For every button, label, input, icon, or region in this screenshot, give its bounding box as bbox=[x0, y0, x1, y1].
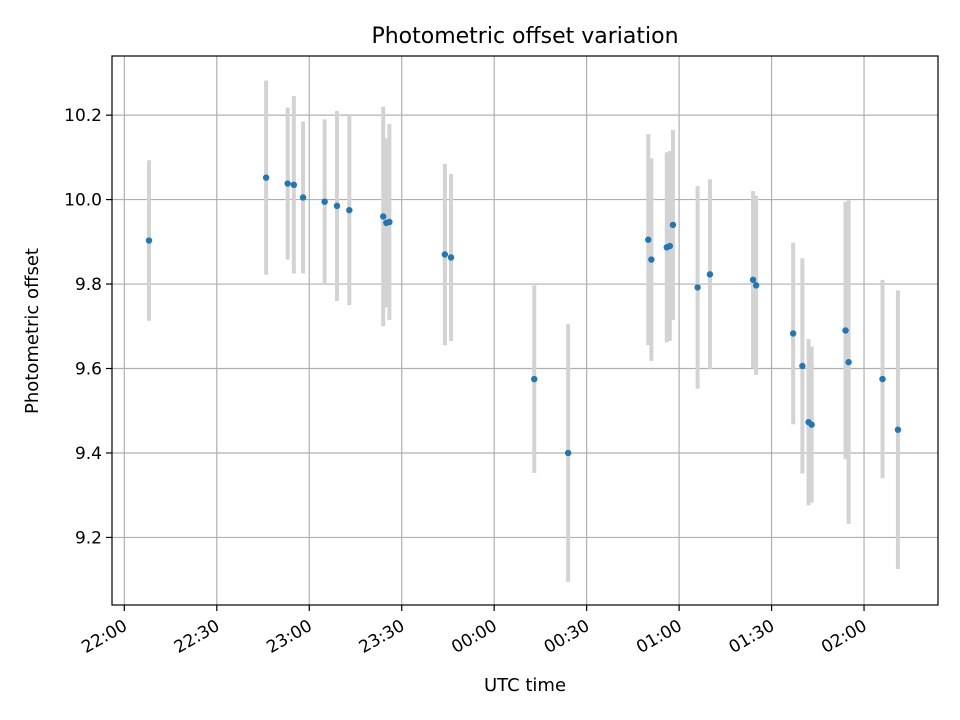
data-point bbox=[752, 282, 760, 289]
grid-lines bbox=[112, 56, 938, 605]
data-point bbox=[648, 256, 655, 263]
data-point bbox=[447, 254, 455, 261]
y-tick-label: 9.6 bbox=[75, 360, 102, 380]
y-tick-label: 9.8 bbox=[75, 275, 102, 295]
y-tick-label: 10.0 bbox=[64, 191, 102, 211]
data-point bbox=[879, 375, 886, 383]
y-tick-label: 9.4 bbox=[75, 444, 102, 464]
data-point bbox=[346, 206, 353, 214]
data-point bbox=[564, 449, 572, 457]
data-point bbox=[321, 198, 328, 205]
data-point bbox=[799, 362, 806, 370]
data-point bbox=[284, 180, 291, 187]
data-point bbox=[531, 375, 538, 383]
data-point bbox=[894, 426, 902, 433]
data-point bbox=[333, 202, 341, 210]
data-point bbox=[290, 181, 298, 189]
x-axis-label: UTC time bbox=[484, 675, 566, 696]
data-point bbox=[145, 237, 153, 244]
y-axis-label: Photometric offset bbox=[22, 248, 43, 414]
data-point bbox=[380, 213, 387, 220]
data-point bbox=[666, 242, 674, 250]
y-tick-label: 9.2 bbox=[75, 528, 102, 548]
data-point bbox=[842, 327, 849, 334]
plot-frame bbox=[111, 55, 939, 606]
data-point bbox=[789, 330, 797, 337]
chart-title: Photometric offset variation bbox=[371, 24, 678, 49]
data-point bbox=[694, 284, 701, 291]
data-point bbox=[706, 271, 714, 278]
data-points bbox=[145, 174, 902, 457]
data-point bbox=[749, 276, 757, 284]
data-point bbox=[262, 174, 270, 181]
data-point bbox=[645, 236, 652, 243]
y-tick-label: 10.2 bbox=[64, 106, 102, 126]
data-point bbox=[386, 218, 393, 226]
data-point bbox=[669, 221, 677, 229]
data-point bbox=[441, 251, 449, 258]
data-point bbox=[845, 358, 852, 366]
data-point bbox=[808, 421, 815, 428]
data-point bbox=[299, 194, 307, 201]
